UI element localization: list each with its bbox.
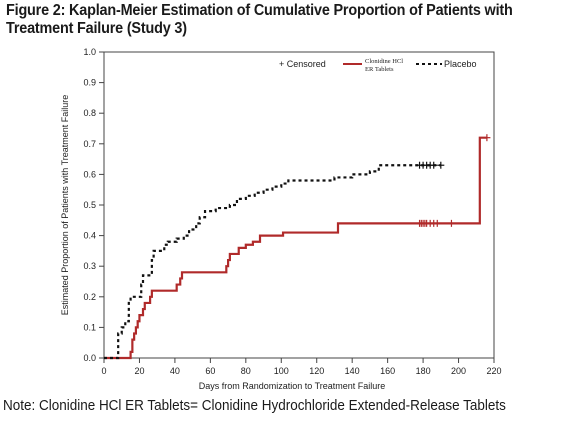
y-tick-label: 0.4 [83,231,96,241]
legend-censored-label: + Censored [279,59,326,69]
y-axis-title: Estimated Proportion of Patients with Tr… [60,95,70,316]
censored-marker-clonidine [433,219,441,227]
x-tick-label: 160 [380,366,395,376]
x-tick-label: 20 [134,366,144,376]
x-axis-title: Days from Randomization to Treatment Fai… [199,381,386,391]
y-tick-label: 0.9 [83,78,96,88]
y-tick-label: 0.5 [83,200,96,210]
x-tick-label: 0 [101,366,106,376]
plot-frame [103,51,495,359]
y-tick-label: 1.0 [83,47,96,57]
kaplan-meier-chart: 0 20 40 60 80 100 120 140 160 180 200 220 0.0 0.1 0.2… [60,47,502,391]
x-tick-label: 120 [309,366,324,376]
censored-marker-placebo [430,161,438,169]
censored-marker-clonidine [447,219,455,227]
figure-title-line-1: Figure 2: Kaplan-Meier Estimation of Cum… [6,2,513,19]
series-line-clonidine [104,136,487,360]
legend-clonidine-label-line-2: ER Tablets [365,66,394,73]
series-line-placebo [104,164,441,360]
legend-clonidine-label-line-1: Clonidine HCl [365,58,403,65]
legend-placebo-label: Placebo [444,59,477,69]
y-tick-label: 0.7 [83,139,96,149]
x-tick-label: 80 [241,366,251,376]
y-tick-label: 0.0 [83,353,96,363]
censored-marker-placebo [437,161,445,169]
y-tick-label: 0.6 [83,169,96,179]
x-tick-label: 100 [274,366,289,376]
x-tick-label: 180 [416,366,431,376]
x-tick-label: 40 [170,366,180,376]
y-tick-label: 0.2 [83,292,96,302]
series-layer [104,134,491,360]
y-tick-label: 0.3 [83,261,96,271]
x-tick-label: 140 [345,366,360,376]
x-tick-label: 60 [205,366,215,376]
footnote: Note: Clonidine HCl ER Tablets= Clonidin… [3,398,506,414]
x-axis: 0 20 40 60 80 100 120 140 160 180 200 220 [101,358,502,376]
censored-marker-clonidine [483,134,491,142]
x-tick-label: 220 [486,366,501,376]
y-axis: 0.0 0.1 0.2 0.3 0.4 0.5 0.6 0.7 0.8 0.9 1.0 [83,47,104,363]
figure-title: Figure 2: Kaplan-Meier Estimation of Cum… [6,2,540,38]
x-tick-label: 200 [451,366,466,376]
y-tick-label: 0.8 [83,108,96,118]
figure-title-line-2: Treatment Failure (Study 3) [6,20,187,37]
y-tick-label: 0.1 [83,322,96,332]
legend: + Censored Clonidine HCl ER Tablets Plac… [279,58,477,73]
